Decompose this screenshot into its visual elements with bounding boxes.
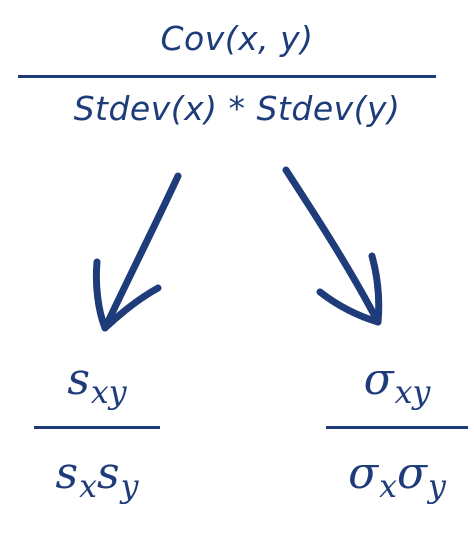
sample-std-y-base: s [96, 448, 120, 499]
pop-cov-base: σ [363, 354, 394, 405]
left-arrow-head [92, 258, 162, 332]
pop-std-x-base: σ [348, 448, 379, 499]
sample-std-y-subscript: y [120, 468, 139, 505]
sample-covariance: sxy [34, 358, 160, 409]
sample-cov-base: s [67, 354, 90, 405]
right-fraction-bar [326, 426, 468, 429]
top-denominator: Stdev(x) * Stdev(y) [73, 89, 401, 128]
sample-cov-subscript: xy [90, 374, 127, 411]
pop-std-x-subscript: x [379, 468, 397, 505]
right-arrow-head [316, 252, 383, 326]
population-covariance: σxy [326, 358, 468, 409]
left-fraction-bar [34, 426, 160, 429]
top-numerator: Cov(x, y) [160, 19, 314, 58]
sample-std-x-base: s [55, 448, 79, 499]
left-arrow-shaft [101, 172, 182, 332]
pop-std-y-base: σ [396, 448, 428, 499]
sample-std-x-subscript: x [79, 468, 97, 505]
sample-std-product: sxsy [34, 452, 160, 503]
pop-std-y-subscript: y [428, 468, 446, 505]
population-std-product: σxσy [326, 452, 468, 503]
right-arrow-shaft [282, 166, 382, 326]
top-fraction-bar [18, 75, 436, 78]
pop-cov-subscript: xy [394, 374, 431, 411]
